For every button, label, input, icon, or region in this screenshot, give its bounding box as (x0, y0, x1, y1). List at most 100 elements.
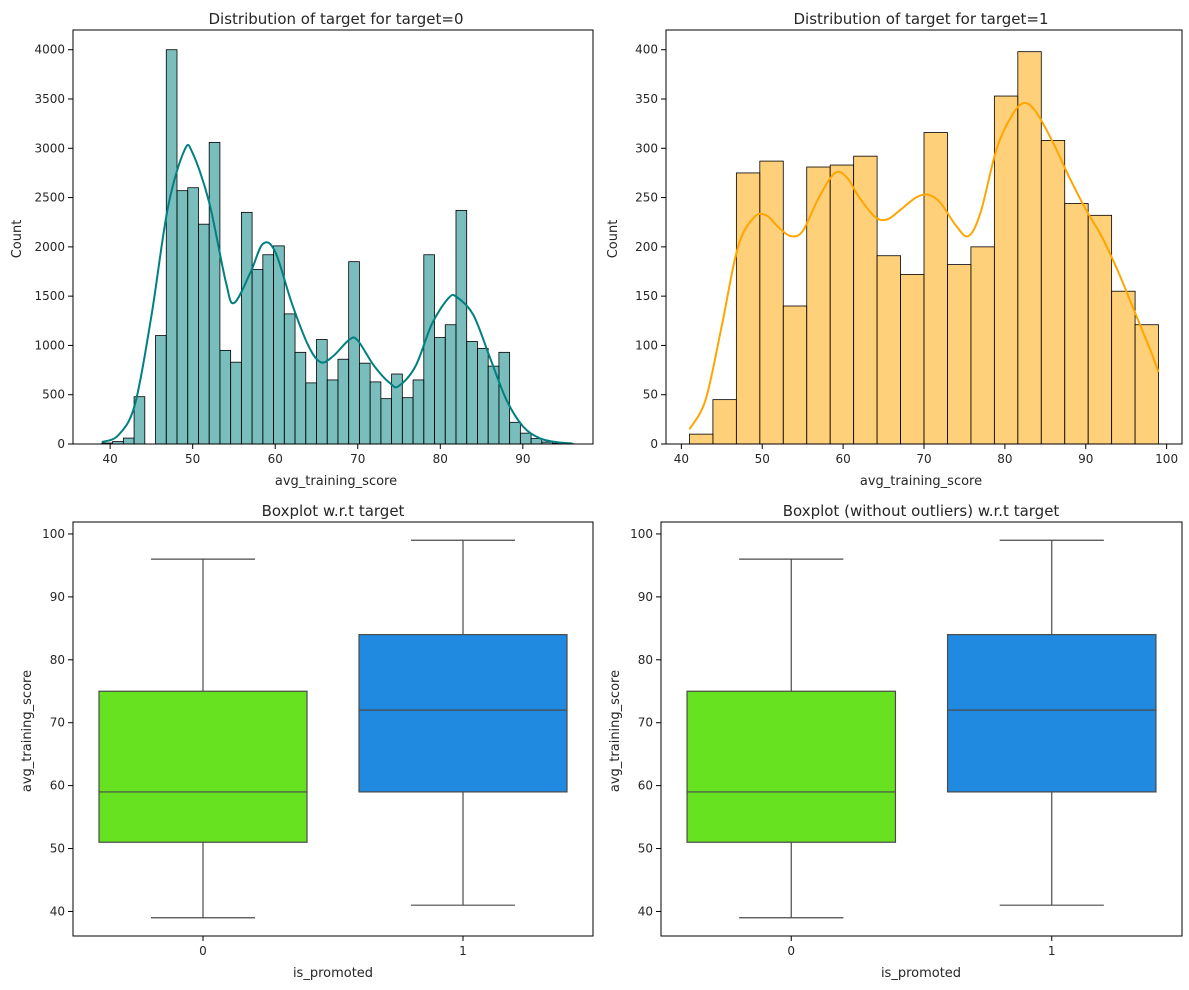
histogram-bar (337, 358, 350, 445)
y-tick-label: 40 (50, 904, 65, 918)
x-tick-label: 40 (103, 452, 118, 466)
histogram-bar (455, 209, 468, 445)
x-axis-label: avg_training_score (860, 474, 982, 489)
histogram-bar (262, 254, 274, 445)
plot-frame (72, 29, 594, 445)
histogram-bar (477, 347, 489, 445)
y-tick-label: 3000 (34, 141, 65, 155)
histogram-bar (155, 335, 167, 445)
x-tick-label: 0 (199, 944, 207, 958)
histogram-bar (853, 155, 878, 445)
boxplot-1 (946, 539, 1157, 906)
y-tick-label: 40 (638, 904, 653, 918)
x-axis-label: is_promoted (293, 966, 373, 981)
plot-frame (660, 521, 1183, 937)
histogram-bar (348, 261, 360, 445)
x-tick-label: 90 (515, 452, 530, 466)
y-tick-label: 150 (635, 289, 658, 303)
y-tick-label: 4000 (34, 43, 65, 57)
histogram-bar (434, 337, 446, 445)
y-tick-label: 50 (50, 842, 65, 856)
y-tick-label: 80 (638, 653, 653, 667)
x-tick-label: 80 (997, 452, 1012, 466)
histogram-bar (359, 362, 371, 445)
histogram-bars (689, 51, 1159, 445)
x-tick-label: 50 (185, 452, 200, 466)
y-axis-label: avg_training_score (608, 670, 623, 792)
y-axis-label: Count (10, 220, 25, 259)
y-tick-label: 60 (50, 779, 65, 793)
histogram-bar (444, 324, 457, 445)
x-tick-label: 70 (350, 452, 365, 466)
y-tick-label: 70 (50, 716, 65, 730)
y-tick-label: 50 (643, 388, 658, 402)
histogram-bar (900, 274, 925, 445)
x-tick-label: 0 (787, 944, 795, 958)
kde-line (688, 101, 1160, 430)
histogram-bar (165, 49, 178, 445)
histogram-bar (369, 381, 382, 445)
x-tick-label: 1 (1048, 944, 1056, 958)
histogram-bar (993, 95, 1019, 445)
x-tick-label: 60 (835, 452, 850, 466)
histogram-bar (759, 160, 784, 445)
histogram-bar (498, 351, 511, 445)
x-tick-label: 40 (674, 452, 689, 466)
y-tick-label: 1000 (34, 338, 65, 352)
histogram-bar (294, 351, 307, 445)
y-tick-label: 250 (635, 191, 658, 205)
y-tick-label: 350 (635, 92, 658, 106)
histogram-panel-target-0: Distribution of target for target=0 avg_… (10, 10, 594, 489)
y-tick-label: 100 (630, 527, 653, 541)
box-iqr (98, 690, 308, 843)
histogram-bar (970, 246, 995, 445)
boxplot-0 (686, 558, 897, 919)
boxplot-1 (358, 539, 568, 906)
box-iqr (686, 690, 897, 843)
y-tick-label: 90 (638, 590, 653, 604)
histogram-bar (1111, 290, 1136, 445)
y-tick-label: 400 (635, 43, 658, 57)
histogram-bar (208, 141, 221, 445)
boxplot-panel: Boxplot w.r.t target is_promoted avg_tra… (20, 502, 594, 981)
histogram-bar (689, 433, 714, 445)
boxplot-0 (98, 558, 308, 919)
y-axis-label: avg_training_score (20, 670, 35, 792)
chart-title: Boxplot (without outliers) w.r.t target (783, 502, 1060, 520)
x-tick-label: 50 (755, 452, 770, 466)
y-axis-label: Count (606, 220, 621, 259)
histogram-bar (1040, 139, 1066, 445)
histogram-bar (423, 254, 435, 445)
histogram-bar (380, 398, 393, 445)
x-tick-label: 60 (268, 452, 283, 466)
histogram-bar (219, 349, 232, 445)
histogram-bar (829, 164, 855, 445)
histogram-bar (251, 269, 264, 445)
y-tick-label: 60 (638, 779, 653, 793)
chart-title: Distribution of target for target=0 (209, 10, 464, 28)
y-tick-label: 1500 (34, 289, 65, 303)
histogram-bar (876, 255, 901, 445)
histogram-bar (1017, 51, 1042, 445)
histogram-bar (176, 190, 189, 445)
histogram-bar (412, 379, 425, 445)
histogram-bar (240, 211, 253, 445)
y-tick-label: 70 (638, 716, 653, 730)
histogram-bar (401, 397, 414, 445)
plot-frame (72, 521, 594, 937)
histogram-bar (947, 264, 972, 445)
histogram-bar (198, 223, 210, 445)
y-tick-label: 200 (635, 240, 658, 254)
histogram-bar (782, 305, 808, 445)
histogram-bar (923, 132, 948, 445)
x-tick-label: 80 (433, 452, 448, 466)
histogram-bar (230, 361, 242, 445)
kde-line (101, 143, 573, 445)
y-tick-label: 50 (638, 842, 653, 856)
box-iqr (358, 634, 568, 793)
y-tick-label: 100 (42, 527, 65, 541)
x-tick-label: 100 (1155, 452, 1178, 466)
x-tick-label: 1 (459, 944, 467, 958)
y-tick-label: 3500 (34, 92, 65, 106)
